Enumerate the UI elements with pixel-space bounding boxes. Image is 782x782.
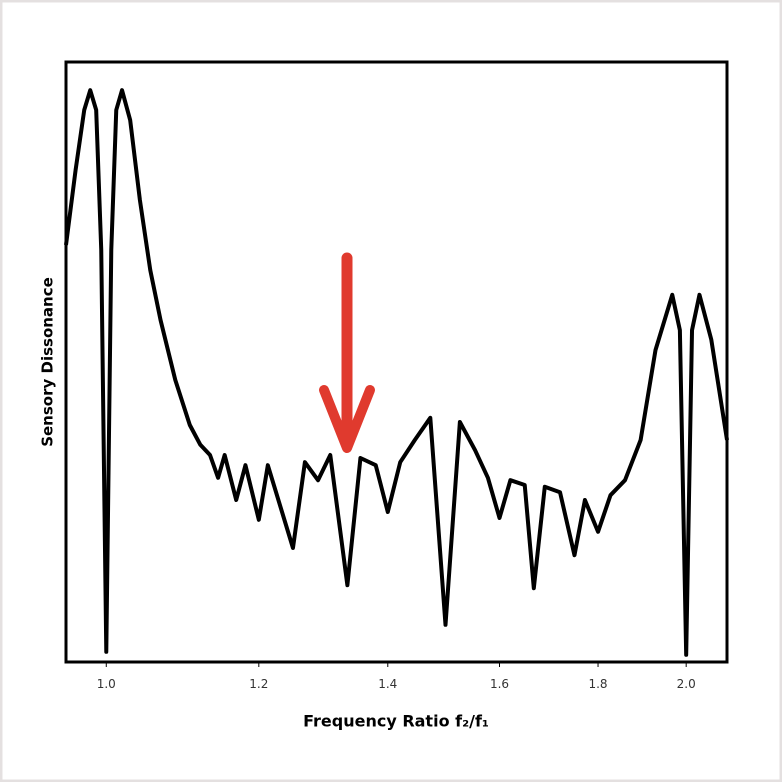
x-tick-label: 1.2	[249, 677, 268, 691]
x-tick-label: 1.8	[588, 677, 607, 691]
dissonance-curve	[64, 88, 729, 657]
x-tick-label: 2.0	[677, 677, 696, 691]
plot-area	[64, 60, 729, 664]
annotation-arrow	[319, 252, 375, 453]
x-tick-label: 1.4	[378, 677, 397, 691]
y-axis-label: Sensory Dissonance	[39, 277, 57, 447]
x-tick-label: 1.0	[97, 677, 116, 691]
x-axis-label: Frequency Ratio f₂/f₁	[303, 712, 489, 731]
x-tick-label: 1.6	[490, 677, 509, 691]
